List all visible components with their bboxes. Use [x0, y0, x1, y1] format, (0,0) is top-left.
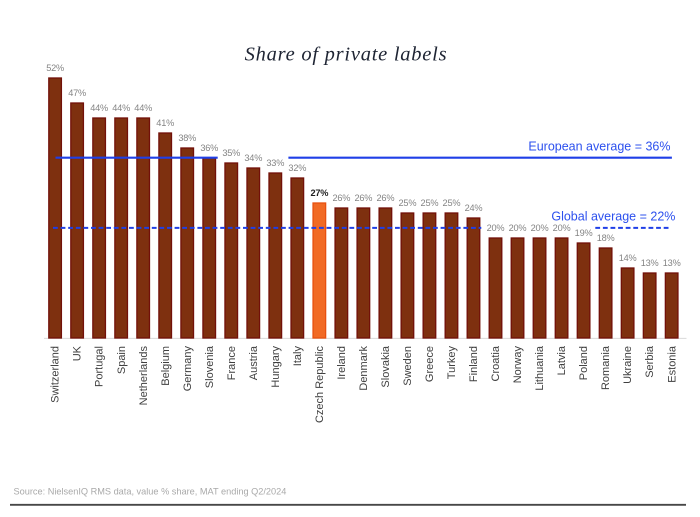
svg-text:38%: 38% [178, 133, 196, 143]
svg-text:44%: 44% [134, 103, 152, 113]
svg-text:Latvia: Latvia [556, 345, 568, 375]
svg-text:Finland: Finland [468, 346, 480, 382]
svg-text:Italy: Italy [292, 346, 304, 367]
svg-text:European average = 36%: European average = 36% [528, 140, 670, 154]
svg-text:35%: 35% [222, 148, 240, 158]
svg-text:32%: 32% [288, 163, 306, 173]
svg-text:24%: 24% [465, 203, 483, 213]
svg-text:Share of private labels: Share of private labels [245, 44, 448, 66]
svg-text:Portugal: Portugal [94, 346, 106, 387]
svg-text:26%: 26% [377, 193, 395, 203]
svg-text:19%: 19% [575, 228, 593, 238]
svg-text:25%: 25% [421, 198, 439, 208]
svg-text:Greece: Greece [424, 346, 436, 382]
svg-text:Belgium: Belgium [160, 346, 172, 386]
svg-text:Turkey: Turkey [446, 346, 458, 380]
svg-text:14%: 14% [619, 253, 637, 263]
svg-text:13%: 13% [641, 258, 659, 268]
svg-text:18%: 18% [597, 233, 615, 243]
svg-text:Serbia: Serbia [644, 345, 656, 378]
svg-text:Norway: Norway [512, 346, 524, 384]
svg-text:Poland: Poland [578, 346, 590, 380]
svg-text:Netherlands: Netherlands [138, 346, 150, 406]
svg-text:13%: 13% [663, 258, 681, 268]
svg-text:Spain: Spain [116, 346, 128, 374]
svg-text:Romania: Romania [600, 345, 612, 390]
svg-text:20%: 20% [487, 223, 505, 233]
svg-text:36%: 36% [200, 143, 218, 153]
svg-text:44%: 44% [112, 103, 130, 113]
svg-text:Germany: Germany [182, 346, 194, 392]
svg-text:Croatia: Croatia [490, 345, 502, 381]
svg-text:20%: 20% [553, 223, 571, 233]
svg-text:Ukraine: Ukraine [622, 346, 634, 384]
svg-text:UK: UK [72, 345, 84, 361]
svg-text:27%: 27% [310, 188, 328, 198]
svg-text:Estonia: Estonia [666, 345, 678, 383]
svg-text:Source: NielsenIQ RMS data, va: Source: NielsenIQ RMS data, value % shar… [14, 487, 287, 497]
svg-text:52%: 52% [46, 63, 64, 73]
svg-text:44%: 44% [90, 103, 108, 113]
svg-text:Denmark: Denmark [358, 346, 370, 391]
svg-text:47%: 47% [68, 88, 86, 98]
svg-text:Lithuania: Lithuania [534, 345, 546, 391]
svg-text:Austria: Austria [248, 345, 260, 380]
svg-text:26%: 26% [332, 193, 350, 203]
svg-text:41%: 41% [156, 118, 174, 128]
svg-text:Switzerland: Switzerland [50, 346, 62, 403]
svg-text:Slovenia: Slovenia [204, 345, 216, 388]
svg-text:Global average = 22%: Global average = 22% [551, 209, 675, 223]
svg-text:25%: 25% [399, 198, 417, 208]
svg-text:26%: 26% [354, 193, 372, 203]
svg-text:Ireland: Ireland [336, 346, 348, 380]
svg-text:20%: 20% [509, 223, 527, 233]
svg-text:Czech Republic: Czech Republic [314, 346, 326, 424]
svg-text:Slovakia: Slovakia [380, 345, 392, 387]
svg-text:33%: 33% [266, 158, 284, 168]
svg-text:Sweden: Sweden [402, 346, 414, 386]
svg-text:25%: 25% [443, 198, 461, 208]
svg-text:Hungary: Hungary [270, 346, 282, 388]
svg-text:France: France [226, 346, 238, 380]
svg-text:20%: 20% [531, 223, 549, 233]
svg-text:34%: 34% [244, 153, 262, 163]
